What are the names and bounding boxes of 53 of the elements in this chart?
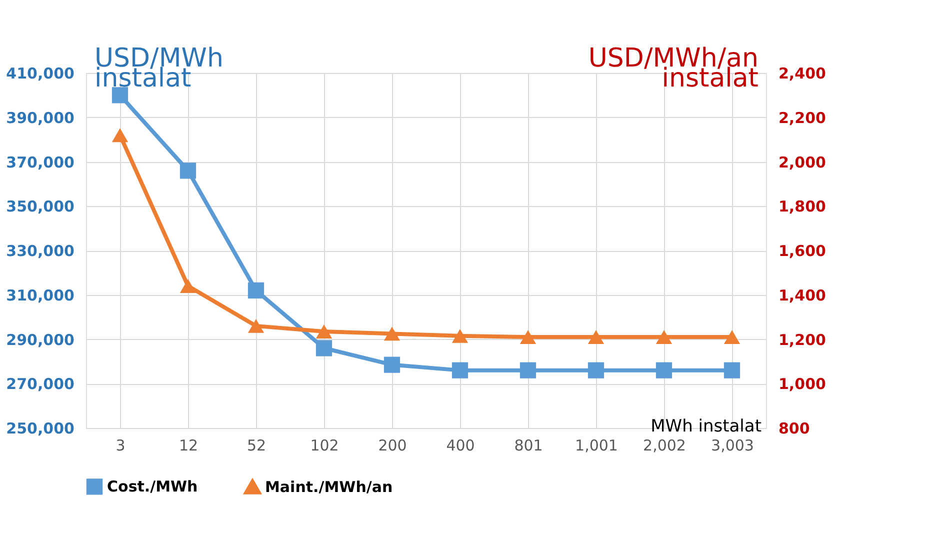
point	[180, 279, 196, 293]
y2-tick-label: 1,000	[778, 375, 826, 394]
point	[656, 362, 672, 378]
legend-label: Maint./MWh/an	[265, 478, 393, 496]
point	[248, 318, 264, 333]
legend-label: Cost./MWh	[107, 478, 198, 496]
y2-tick-label: 1,800	[778, 198, 826, 216]
y-tick-label: 270,000	[6, 375, 74, 394]
point	[384, 326, 400, 341]
x-tick-label: 12	[178, 436, 198, 454]
y2-tick-label: 1,400	[778, 286, 826, 304]
point	[180, 162, 196, 179]
x-tick-label: 400	[446, 436, 475, 454]
y2-tick-label: 1,200	[778, 330, 826, 349]
point	[588, 330, 604, 344]
y-tick-label: 370,000	[6, 153, 74, 172]
x-tick-label: 801	[514, 436, 543, 454]
x-axis-title: MWh instalat	[650, 416, 762, 436]
y2-tick-label: 800	[778, 420, 810, 438]
y-tick-label: 310,000	[6, 286, 74, 304]
x-tick-label: 1,001	[575, 436, 618, 454]
point	[724, 362, 740, 378]
y2-tick-label: 1,600	[778, 242, 826, 260]
point	[112, 128, 128, 142]
y-tick-label: 410,000	[6, 64, 74, 82]
point	[316, 340, 332, 356]
point	[452, 362, 468, 378]
y2-tick-label: 2,000	[778, 153, 826, 172]
y2-tick-label: 2,400	[778, 64, 826, 82]
point	[724, 330, 740, 344]
point	[248, 282, 264, 298]
x-tick-label: 3,003	[711, 436, 754, 454]
y-tick-label: 390,000	[6, 108, 74, 127]
y2-tick-label: 2,200	[778, 108, 826, 127]
y-tick-label: 350,000	[6, 198, 74, 216]
point	[520, 362, 536, 378]
point	[588, 362, 604, 378]
x-tick-label: 200	[378, 436, 407, 454]
point	[384, 356, 400, 373]
point	[112, 87, 128, 104]
x-tick-label: 102	[310, 436, 339, 454]
y-tick-label: 290,000	[6, 330, 74, 349]
y-tick-label: 250,000	[6, 420, 74, 438]
y-axis-title: USD/MWh instalat	[94, 44, 224, 94]
x-tick-label: 2,002	[643, 436, 686, 454]
x-tick-label: 3	[116, 436, 126, 454]
y2-axis-title: USD/MWh/an instalat	[588, 44, 758, 94]
point	[316, 324, 332, 338]
y-tick-label: 330,000	[6, 242, 74, 260]
point	[520, 330, 536, 344]
x-tick-label: 52	[246, 436, 266, 454]
point	[452, 328, 468, 343]
point	[656, 330, 672, 344]
